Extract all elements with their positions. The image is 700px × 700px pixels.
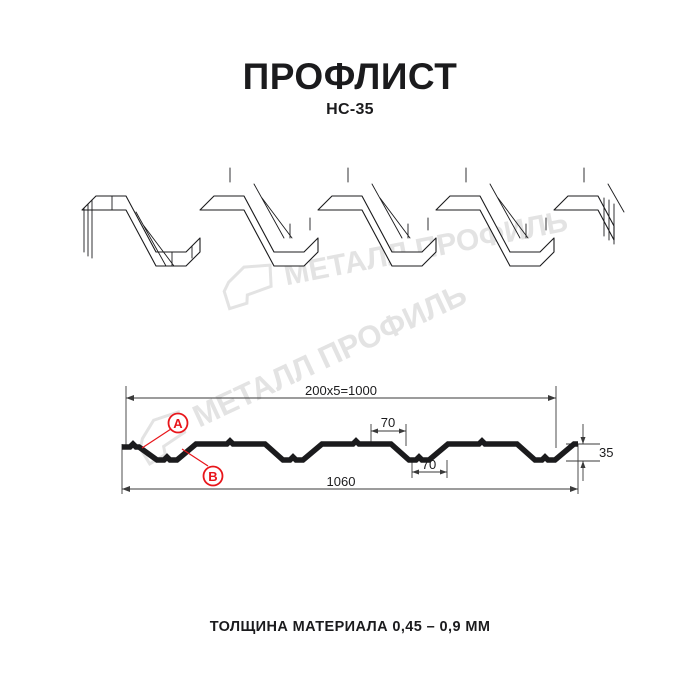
watermark-logo-icon (138, 410, 187, 467)
dimension-label-pitch-total: 200х5=1000 (305, 383, 377, 398)
callout-a-circle (167, 412, 189, 434)
dimension-trough-width (411, 460, 448, 478)
watermark-bottom: МЕТАЛЛ ПРОФИЛЬ (138, 276, 472, 467)
callout-b-label: B (208, 469, 217, 484)
page-title: ПРОФЛИСТ (242, 56, 458, 97)
dimension-pitch-total (125, 386, 557, 448)
dimension-height (566, 424, 600, 481)
material-thickness-caption: ТОЛЩИНА МАТЕРИАЛА 0,45 – 0,9 ММ (209, 619, 491, 635)
watermark-text: МЕТАЛЛ ПРОФИЛЬ (187, 276, 472, 434)
dimension-label-crest-width: 70 (381, 415, 395, 430)
watermark-logo-icon (222, 263, 273, 311)
dimension-overall-width (121, 444, 579, 494)
profile-cross-section (122, 437, 578, 463)
dimension-label-overall-width: 1060 (327, 474, 356, 489)
product-code: НС-35 (326, 101, 374, 118)
callout-b-circle (202, 465, 224, 487)
callout-b: B (181, 448, 224, 487)
isometric-sheet (81, 167, 625, 267)
dimension-label-height: 35 (599, 445, 613, 460)
callout-a: A (141, 412, 189, 449)
callout-a-label: A (173, 416, 183, 431)
